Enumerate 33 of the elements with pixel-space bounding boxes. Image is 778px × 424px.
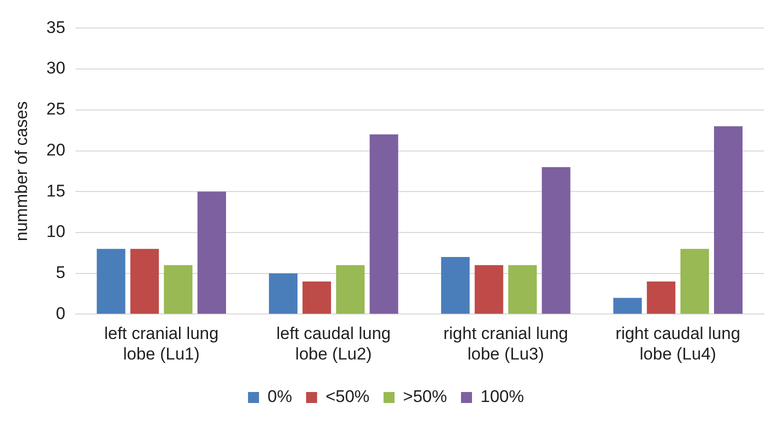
legend-label: 0% bbox=[268, 387, 292, 406]
bar bbox=[370, 134, 398, 314]
y-tick-label: 35 bbox=[46, 18, 66, 37]
x-tick-label: left caudal lung lobe (Lu2) bbox=[276, 324, 391, 364]
bar bbox=[646, 282, 676, 314]
bar bbox=[441, 257, 470, 314]
y-tick-label: 30 bbox=[46, 58, 66, 78]
x-tick-label: right caudal lung lobe (Lu4) bbox=[616, 324, 740, 364]
bar bbox=[197, 192, 226, 314]
x-tick-label: right cranial lung lobe (Lu3) bbox=[443, 324, 568, 364]
bar bbox=[130, 248, 159, 314]
y-tick-label: 10 bbox=[46, 222, 66, 242]
y-tick-label: 0 bbox=[56, 304, 66, 323]
bar bbox=[268, 273, 298, 314]
bar bbox=[164, 265, 192, 314]
legend-label: <50% bbox=[326, 387, 370, 406]
bar bbox=[613, 298, 642, 314]
legend-label: 100% bbox=[480, 387, 524, 406]
y-tick-label: 5 bbox=[56, 263, 66, 282]
bar bbox=[474, 265, 504, 314]
x-tick-label: left cranial lung lobe (Lu1) bbox=[104, 324, 219, 364]
bar bbox=[714, 126, 743, 314]
bar bbox=[336, 265, 365, 314]
bar bbox=[96, 248, 126, 314]
bar bbox=[542, 167, 570, 314]
y-axis-title: nummber of cases bbox=[12, 101, 31, 242]
y-tick-label: 20 bbox=[46, 140, 66, 160]
legend-label: >50% bbox=[403, 387, 447, 406]
bar bbox=[680, 248, 709, 314]
y-tick-label: 15 bbox=[46, 181, 66, 200]
bar bbox=[508, 265, 537, 314]
y-tick-label: 25 bbox=[46, 100, 66, 119]
bar bbox=[302, 282, 332, 314]
